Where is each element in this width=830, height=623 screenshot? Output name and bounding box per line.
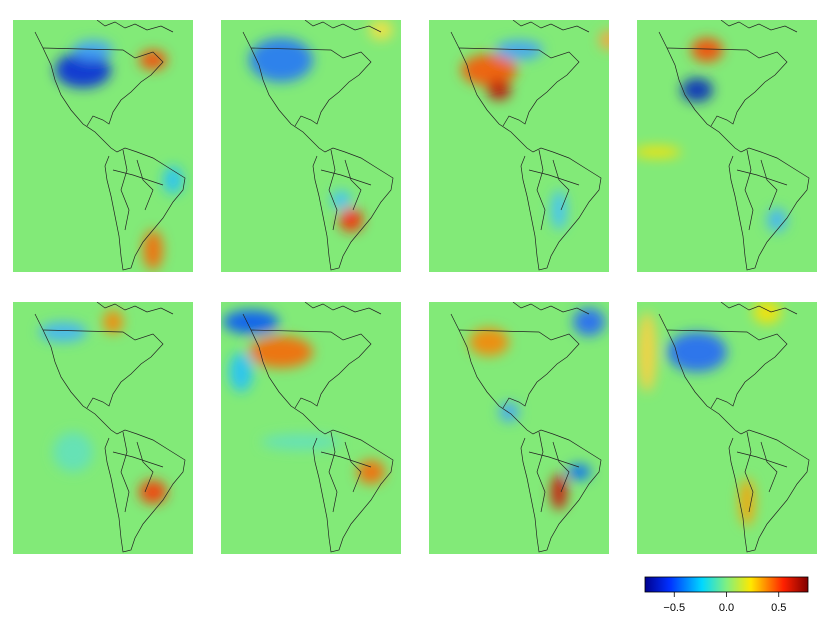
anomaly-blob	[551, 190, 567, 230]
map-panel	[13, 302, 193, 554]
map-panel	[429, 302, 609, 554]
map-panel	[637, 302, 817, 554]
anomaly-blob	[637, 312, 657, 392]
anomaly-blob	[667, 332, 727, 372]
anomaly-field	[637, 38, 787, 232]
anomaly-blob	[369, 20, 393, 40]
anomaly-blob	[143, 230, 163, 270]
anomaly-blob	[55, 52, 111, 88]
anomaly-blob	[739, 478, 755, 526]
map-background	[221, 302, 401, 554]
anomaly-blob	[261, 434, 341, 450]
anomaly-blob	[487, 80, 511, 100]
map-panel	[221, 20, 401, 272]
tick-label: 0.5	[771, 602, 786, 614]
anomaly-blob	[599, 30, 609, 50]
anomaly-field	[637, 302, 781, 526]
map-panel	[221, 302, 401, 554]
anomaly-field	[55, 40, 183, 270]
map-panel	[637, 20, 817, 272]
anomaly-blob	[339, 208, 363, 232]
anomaly-blob	[461, 54, 517, 86]
map-panel	[429, 20, 609, 272]
anomaly-field	[223, 310, 385, 484]
anomaly-blob	[681, 78, 713, 102]
map-background	[637, 20, 817, 272]
anomaly-blob	[229, 352, 253, 392]
tick-label: −0.5	[663, 602, 685, 614]
colorbar-ticks: −0.5 0.0 0.5	[663, 592, 786, 614]
map-background	[429, 302, 609, 554]
map-panel	[13, 20, 193, 272]
anomaly-blob	[691, 38, 723, 62]
anomaly-blob	[551, 474, 567, 510]
anomaly-blob	[249, 336, 313, 368]
anomaly-blob	[573, 308, 605, 336]
anomaly-blob	[103, 310, 123, 334]
anomaly-blob	[73, 40, 113, 60]
anomaly-blob	[495, 40, 543, 60]
anomaly-blob	[53, 432, 93, 472]
anomaly-blob	[357, 460, 385, 484]
anomaly-blob	[139, 480, 167, 504]
anomaly-blob	[637, 146, 681, 158]
anomaly-blob	[767, 208, 787, 232]
map-background	[13, 302, 193, 554]
tick-label: 0.0	[719, 602, 734, 614]
anomaly-blob	[469, 328, 509, 356]
anomaly-blob	[753, 302, 781, 324]
anomaly-field	[39, 310, 167, 504]
colorbar	[644, 576, 809, 593]
anomaly-blob	[249, 38, 313, 82]
anomaly-blob	[331, 190, 351, 210]
anomaly-blob	[567, 464, 591, 480]
anomaly-blob	[39, 322, 87, 342]
anomaly-blob	[139, 50, 167, 70]
anomaly-blob	[163, 166, 183, 194]
map-panels	[13, 20, 817, 554]
map-background	[637, 302, 817, 554]
anomaly-field	[461, 30, 609, 230]
anomaly-blob	[223, 310, 279, 334]
